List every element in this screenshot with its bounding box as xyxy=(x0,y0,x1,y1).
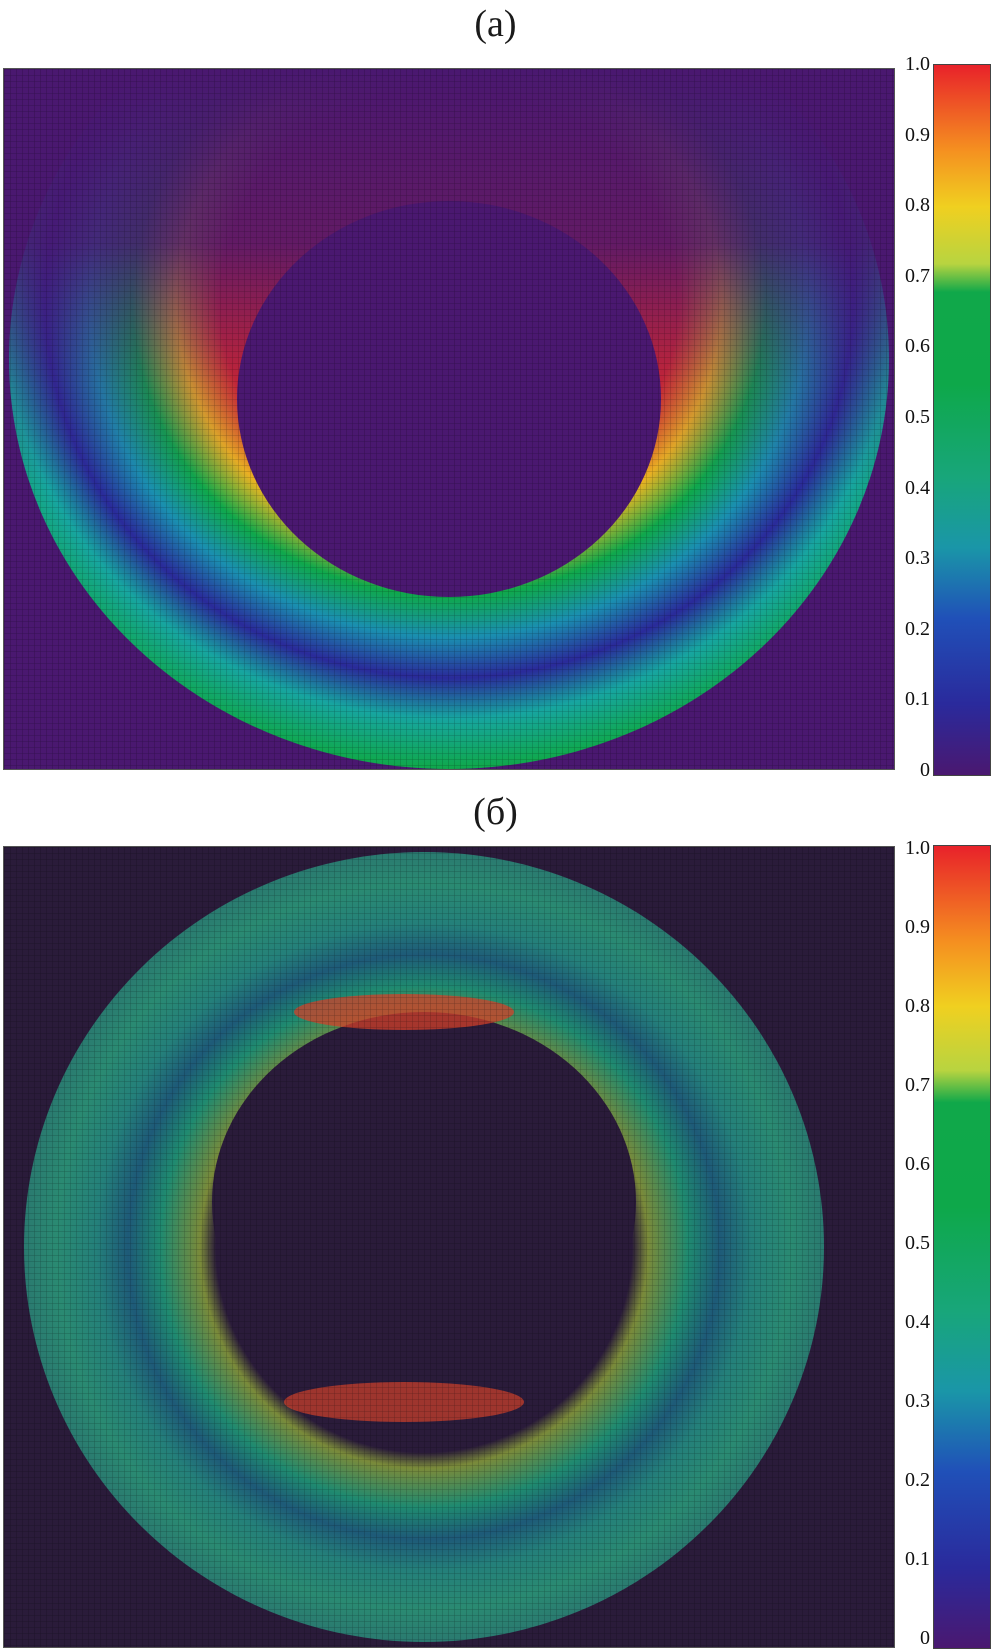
colorbar-tick-label: 0.7 xyxy=(905,264,930,287)
colorbar-tick-label: 0.8 xyxy=(905,194,930,217)
colorbar-tick-label: 0.4 xyxy=(905,1311,930,1333)
panel-a-colorbar xyxy=(933,64,991,776)
colorbar-tick-label: 0.6 xyxy=(905,1153,930,1175)
panel-a-heatmap xyxy=(3,68,895,770)
colorbar-tick-label: 0.2 xyxy=(905,617,930,640)
colorbar-tick-label: 0.5 xyxy=(905,406,930,428)
colorbar-tick-label: 0.3 xyxy=(905,547,930,570)
panel-b-title: (б) xyxy=(473,791,518,833)
colorbar-tick-label: 0.1 xyxy=(905,688,930,711)
colorbar-tick-label: 0.7 xyxy=(905,1074,930,1096)
colorbar-tick-label: 0.6 xyxy=(905,335,930,358)
colorbar-tick-label: 1.0 xyxy=(905,837,930,859)
colorbar-tick-label: 0.5 xyxy=(905,1232,930,1254)
colorbar-tick-label: 0.3 xyxy=(905,1390,930,1412)
panel-b-colorbar xyxy=(933,845,991,1649)
colorbar-tick-label: 0 xyxy=(920,759,930,781)
panel-a-title: (а) xyxy=(474,3,517,45)
colorbar-tick-label: 0 xyxy=(920,1627,930,1649)
colorbar-tick-label: 0.9 xyxy=(905,123,930,146)
panel-b-heatmap xyxy=(3,846,895,1648)
colorbar-tick-label: 0.9 xyxy=(905,916,930,938)
colorbar-tick-label: 1.0 xyxy=(905,53,930,75)
colorbar-tick-label: 0.4 xyxy=(905,476,930,499)
colorbar-tick-label: 0.8 xyxy=(905,995,930,1017)
panel-a-grid xyxy=(4,69,894,769)
colorbar-tick-label: 0.1 xyxy=(905,1548,930,1570)
colorbar-tick-label: 0.2 xyxy=(905,1469,930,1491)
panel-b-grid xyxy=(4,847,894,1647)
